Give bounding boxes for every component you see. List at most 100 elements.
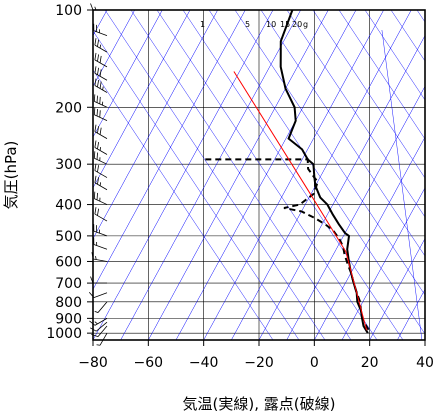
skewed-isotherm-line <box>259 10 435 340</box>
dry-adiabat-line <box>131 10 351 340</box>
x-tick-label: −20 <box>244 355 274 371</box>
y-tick-label: 1000 <box>46 326 82 342</box>
wind-barb-flag <box>94 94 95 101</box>
skewed-isotherm-line <box>148 10 328 340</box>
wind-barb-flag <box>96 256 97 259</box>
wind-barb-flag <box>94 192 95 199</box>
wind-barb-flag <box>97 193 98 200</box>
wind-barb-staff <box>95 214 107 221</box>
wind-barb-flag <box>100 97 101 104</box>
wind-barb <box>89 292 107 297</box>
dry-adiabat-line <box>417 10 435 340</box>
wind-barb-flag <box>100 69 101 76</box>
wind-barb-flag <box>97 80 98 87</box>
wind-barb-flag <box>95 66 96 73</box>
skewed-isotherm-line <box>397 10 435 340</box>
y-tick-label: 500 <box>55 229 82 245</box>
dry-adiabat-line <box>105 10 325 340</box>
wind-barb-flag <box>97 96 98 103</box>
wind-barb-staff <box>94 244 107 249</box>
wind-barb-staff <box>94 158 107 164</box>
wind-barb-flag <box>95 322 98 324</box>
wind-barb <box>95 302 107 313</box>
x-tick-label: 0 <box>310 355 319 371</box>
wind-barb-staff <box>95 318 107 325</box>
wind-barb-flag <box>95 164 96 171</box>
wind-barb-flag <box>95 79 96 86</box>
mixing-ratio-label: 5 <box>245 20 250 29</box>
x-axis-title: 気温(実線), 露点(破線) <box>183 395 336 412</box>
wind-barb <box>95 79 107 93</box>
dry-adiabat-line <box>339 10 435 340</box>
mixing-ratio-label: g <box>303 20 308 29</box>
wind-barb-flag <box>100 45 101 48</box>
wind-barb-flag <box>94 108 95 115</box>
wind-barb <box>94 108 107 121</box>
skewed-isotherm-line <box>231 10 411 340</box>
wind-barb-flag <box>95 311 98 312</box>
wind-barb-flag <box>97 177 98 184</box>
x-tick-label: −80 <box>78 355 108 371</box>
wind-barb-flag <box>97 68 98 75</box>
wind-barb-staff <box>94 199 107 205</box>
wind-barb-flag <box>100 128 101 135</box>
y-axis-title: 気圧(hPa) <box>2 141 20 210</box>
y-tick-label: 800 <box>55 295 82 311</box>
wind-barb <box>94 94 107 107</box>
x-tick-label: −40 <box>189 355 219 371</box>
wind-barb-flag <box>103 87 104 90</box>
dry-adiabat-line <box>287 10 435 340</box>
wind-barb-flag <box>97 109 98 116</box>
wind-barb-flag <box>100 56 101 63</box>
wind-barb <box>95 66 107 80</box>
wind-barb-staff <box>95 171 107 178</box>
wind-barb-flag <box>100 147 101 150</box>
wind-barb-flag <box>97 40 98 47</box>
y-tick-label: 900 <box>55 311 82 327</box>
wind-barb-staff <box>95 45 107 52</box>
dry-adiabat-line <box>391 10 435 340</box>
skewed-isotherm-line <box>287 10 435 340</box>
reference-adiabat-line <box>234 72 367 331</box>
wind-barb-flag <box>95 38 96 45</box>
wind-barb-staff <box>94 101 107 107</box>
mixing-ratio-line <box>382 30 422 340</box>
wind-barb-staff <box>95 183 107 190</box>
wind-barb <box>95 141 107 155</box>
wind-barb-flag <box>97 142 98 149</box>
wind-barb <box>94 192 107 205</box>
wind-barb-flag <box>97 165 98 172</box>
wind-barb-staff <box>93 259 107 261</box>
wind-barb-staff <box>98 302 107 313</box>
wind-barb-flag <box>95 141 96 148</box>
wind-barb-flag <box>100 110 101 117</box>
dry-adiabat-line <box>261 10 435 340</box>
wind-barb-flag <box>100 82 101 89</box>
wind-barb <box>95 176 107 190</box>
mixing-ratio-label: 1 <box>200 20 205 29</box>
wind-barb-flag <box>95 176 96 183</box>
wind-barb-staff <box>95 85 107 92</box>
x-tick-label: −60 <box>134 355 164 371</box>
mixing-ratio-label: 10 <box>266 20 276 29</box>
wind-barb <box>95 207 107 221</box>
wind-barb-staff <box>94 115 107 121</box>
wind-barb <box>95 125 107 139</box>
skewed-isotherm-line <box>121 10 301 340</box>
wind-barb-flag <box>91 3 93 10</box>
wind-barb-staff <box>94 293 107 298</box>
wind-barb <box>95 53 107 67</box>
wind-barb-flag <box>97 209 98 216</box>
wind-barb <box>94 237 107 249</box>
wind-barb-flag <box>95 207 96 214</box>
dry-adiabat-line <box>157 10 377 340</box>
x-tick-label: 40 <box>416 355 434 371</box>
y-tick-label: 100 <box>55 3 82 19</box>
y-tick-label: 700 <box>55 276 82 292</box>
skewed-isotherm-line <box>425 10 435 340</box>
wind-barb-flag <box>97 345 100 346</box>
wind-barb-staff <box>95 132 107 139</box>
dry-adiabat-line <box>183 10 403 340</box>
